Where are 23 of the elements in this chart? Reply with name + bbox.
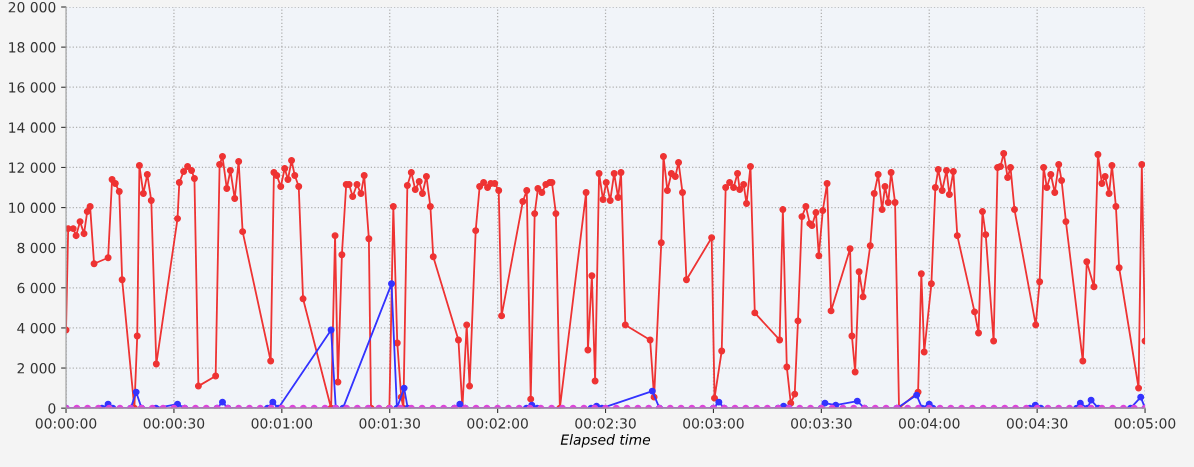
- y-tick-label: 4 000: [17, 322, 56, 334]
- y-tick-label: 0: [48, 403, 56, 414]
- y-tick-label: 10 000: [9, 202, 56, 214]
- x-axis-title: Elapsed time: [560, 434, 651, 448]
- x-tick-label: 00:05:00: [1114, 418, 1176, 429]
- x-tick-label: 00:02:00: [467, 418, 528, 429]
- x-tick-label: 00:04:00: [898, 418, 960, 429]
- x-tick-label: 00:00:00: [35, 418, 97, 429]
- y-tick-label: 2 000: [17, 363, 56, 374]
- x-tick-label: 00:00:30: [143, 418, 205, 429]
- x-tick-label: 00:03:00: [683, 418, 744, 429]
- y-tick-label: 6 000: [17, 282, 56, 294]
- y-tick-label: 16 000: [9, 82, 56, 93]
- y-tick-label: 12 000: [9, 162, 56, 173]
- y-tick-label: 8 000: [17, 242, 56, 254]
- y-tick-label: 18 000: [9, 42, 56, 53]
- x-tick-label: 00:01:30: [359, 418, 420, 429]
- y-tick-label: 14 000: [9, 122, 56, 133]
- x-tick-label: 00:04:30: [1006, 418, 1068, 429]
- x-tick-label: 00:02:30: [575, 418, 636, 429]
- x-tick-label: 00:03:30: [791, 418, 852, 429]
- y-tick-label: 20 000: [8, 1, 56, 13]
- x-tick-label: 00:01:00: [251, 418, 313, 429]
